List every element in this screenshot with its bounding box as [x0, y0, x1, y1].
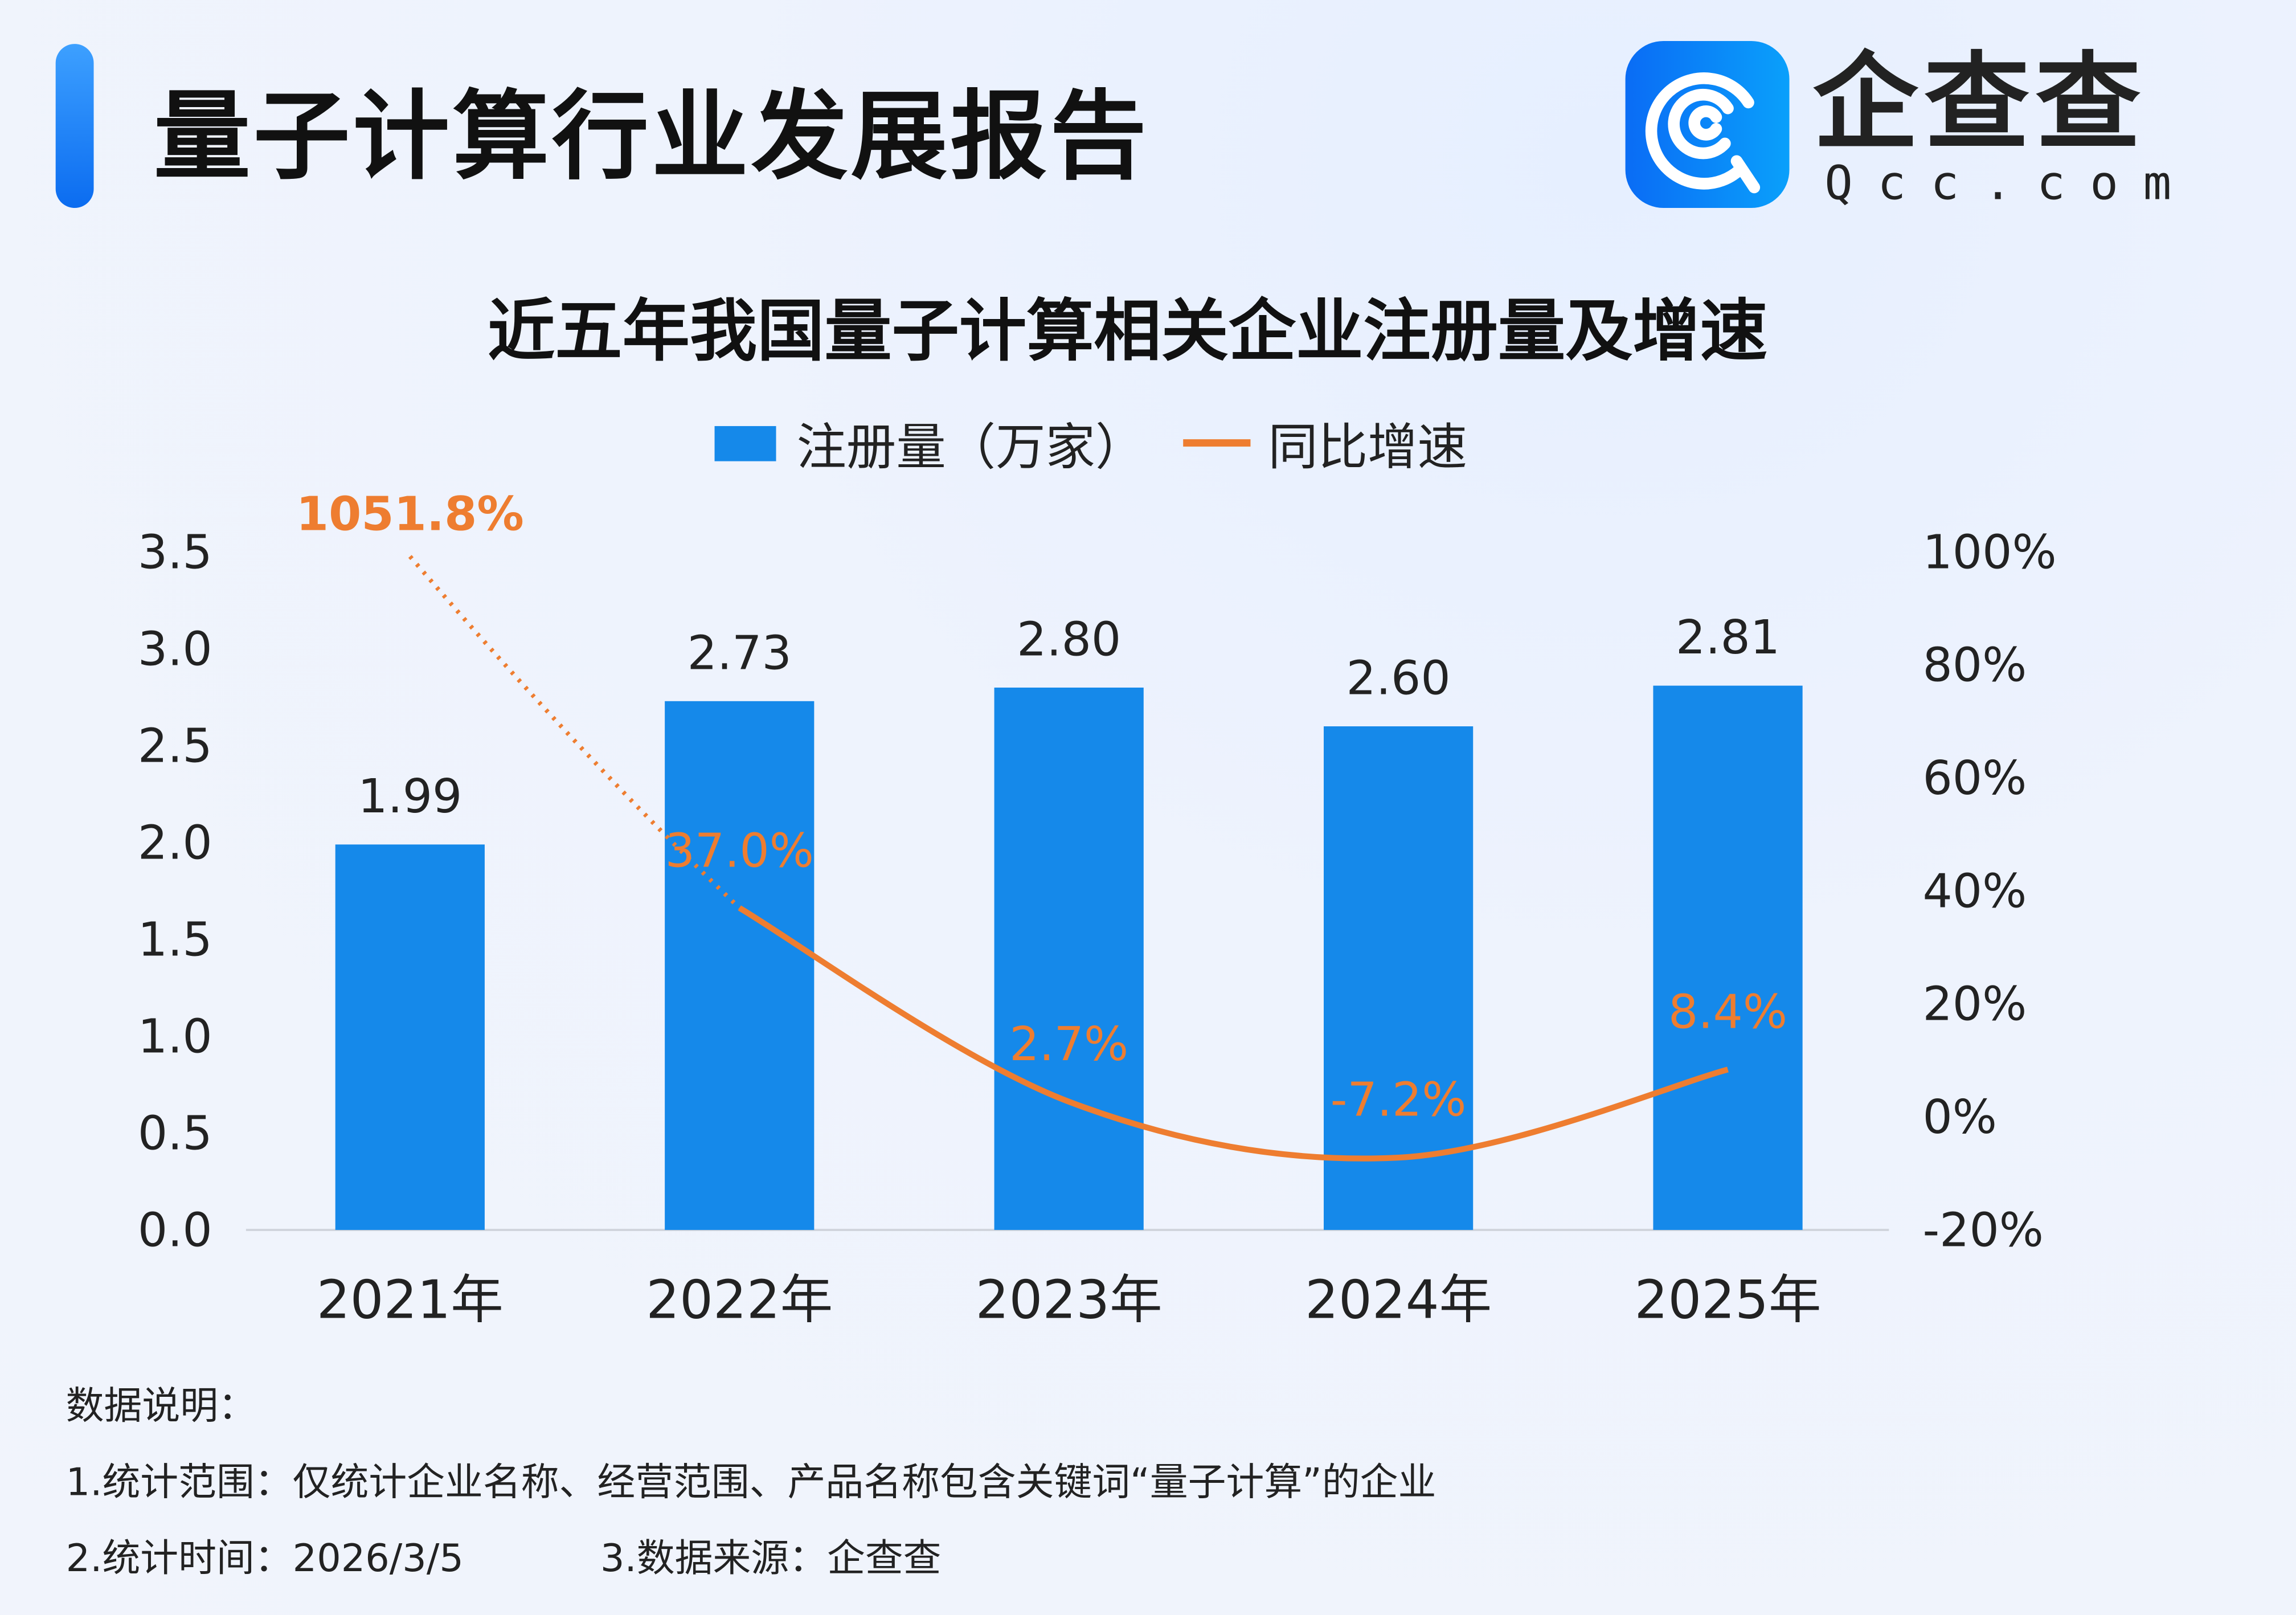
- line-data-label: -7.2%: [1331, 1073, 1467, 1127]
- right-axis-tick: -20%: [1922, 1203, 2044, 1257]
- logo-text-en: Qcc.com: [1824, 155, 2196, 211]
- bar-data-label: 2.81: [1676, 611, 1780, 665]
- notes-line-1: 1.统计范围：仅统计企业名称、经营范围、产品名称包含关键词“量子计算”的企业: [66, 1461, 1436, 1506]
- notes-line-2b: 3.数据来源：企查查: [600, 1537, 942, 1581]
- x-axis-tick: 2025年: [1635, 1269, 1822, 1330]
- bar: [1653, 685, 1803, 1230]
- right-axis-tick: 20%: [1922, 978, 2027, 1032]
- line-data-label: 37.0%: [665, 824, 814, 878]
- bar: [1324, 726, 1474, 1230]
- notes-heading: 数据说明：: [66, 1385, 256, 1429]
- logo-text-cn: 企查查: [1812, 40, 2147, 164]
- qcc-logo: 企查查 Qcc.com: [1625, 40, 2171, 216]
- notes-line-2a: 2.统计时间：2026/3/5: [66, 1537, 464, 1581]
- line-data-label: 8.4%: [1668, 985, 1787, 1039]
- bar-data-label: 1.99: [358, 770, 462, 824]
- bar-data-label: 2.60: [1347, 651, 1451, 705]
- left-axis-tick: 0.5: [138, 1106, 212, 1160]
- right-axis-tick: 0%: [1922, 1090, 1996, 1144]
- right-axis-tick: 60%: [1922, 751, 2027, 806]
- bar-data-label: 2.73: [687, 626, 792, 680]
- line-data-label: 1051.8%: [296, 487, 524, 541]
- legend-bar-swatch: [714, 425, 776, 461]
- bar: [335, 844, 485, 1230]
- legend-line-label: 同比增速: [1268, 419, 1467, 477]
- legend-bar-label: 注册量（万家）: [796, 419, 1145, 477]
- left-axis-tick: 0.0: [138, 1203, 212, 1257]
- legend: 注册量（万家） 同比增速: [714, 407, 1467, 479]
- bar: [665, 701, 815, 1230]
- left-axis-tick: 1.5: [138, 913, 212, 967]
- growth-line: [738, 905, 1729, 1162]
- right-axis-tick: 100%: [1922, 525, 2056, 579]
- legend-line-swatch: [1183, 439, 1251, 447]
- x-axis-tick: 2024年: [1305, 1269, 1492, 1330]
- x-axis-tick: 2023年: [976, 1269, 1163, 1330]
- left-axis-tick: 2.5: [138, 719, 212, 773]
- left-axis-tick: 1.0: [138, 1009, 212, 1064]
- left-axis-tick: 2.0: [138, 816, 212, 870]
- bar-data-label: 2.80: [1017, 612, 1121, 667]
- line-data-label: 2.7%: [1009, 1017, 1128, 1072]
- chart-title: 近五年我国量子计算相关企业注册量及增速: [488, 291, 1767, 371]
- bar: [994, 688, 1144, 1230]
- x-axis-tick: 2021年: [317, 1269, 504, 1330]
- qcc-logo-icon: [1625, 40, 1790, 208]
- page-title: 量子计算行业发展报告: [153, 80, 1150, 194]
- left-axis-tick: 3.5: [138, 525, 212, 579]
- left-axis-tick: 3.0: [138, 622, 212, 676]
- right-axis-tick: 80%: [1922, 639, 2027, 693]
- title-accent-bar: [55, 44, 94, 208]
- x-axis-tick: 2022年: [646, 1269, 833, 1330]
- right-axis-tick: 40%: [1922, 864, 2027, 918]
